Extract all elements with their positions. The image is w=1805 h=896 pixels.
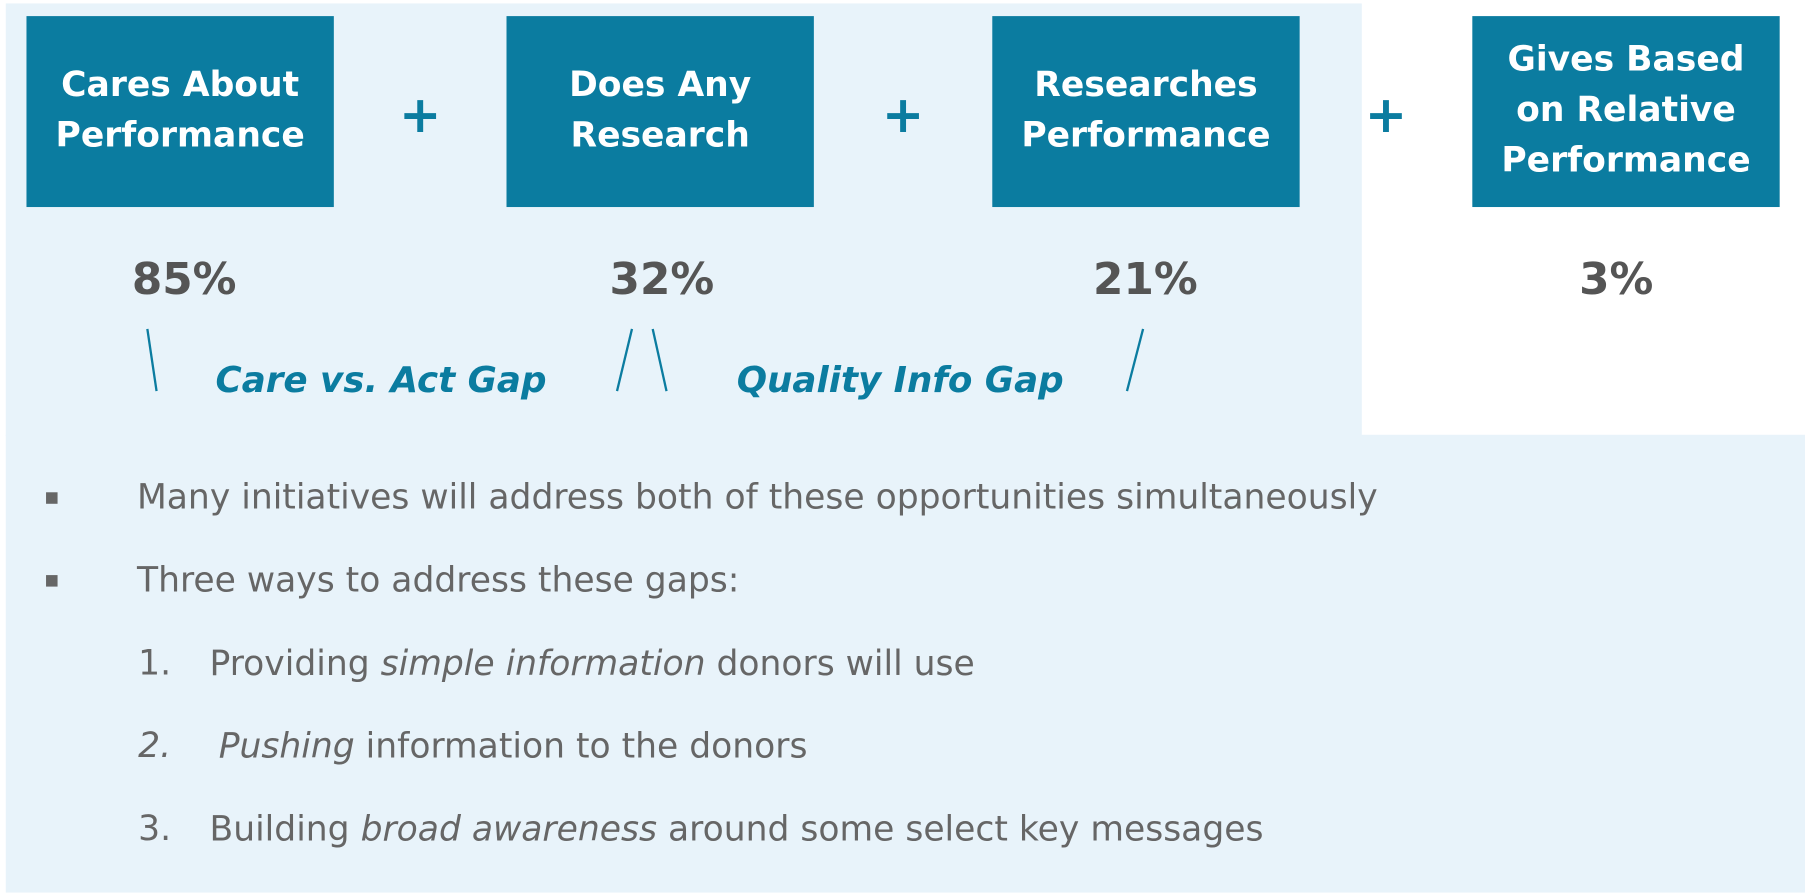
step-box: [506, 16, 814, 208]
step-label: Researches: [1034, 65, 1257, 105]
list-text-part: Providing: [210, 643, 381, 683]
list-text-part: Pushing: [219, 726, 355, 766]
list-marker: 3.: [138, 809, 171, 849]
bottom-panel: [5, 434, 1805, 893]
gap-bracket: [651, 328, 668, 392]
gap-label: Quality Info Gap: [737, 360, 1064, 401]
list-text-part: Building: [210, 809, 361, 849]
step-percent: 3%: [1579, 254, 1653, 305]
step-percent: 85%: [132, 254, 237, 305]
step-label: Performance: [1501, 141, 1750, 181]
step-percent: 32%: [610, 254, 715, 305]
step-box: [26, 16, 334, 208]
step-label: Cares About: [61, 65, 299, 105]
list-marker: 2.: [138, 726, 171, 766]
bullet-text: Many initiatives will address both of th…: [137, 478, 1378, 518]
step-label: Research: [570, 115, 749, 155]
gap-bracket: [1125, 328, 1145, 392]
step-box: [992, 16, 1300, 208]
list-text-part: information to the donors: [355, 726, 808, 766]
step-label: Performance: [56, 115, 305, 155]
step-percent: 21%: [1093, 254, 1198, 305]
list-text: Building broad awareness around some sel…: [210, 809, 1264, 849]
list-text-part: broad awareness: [361, 809, 657, 849]
plus-sign: +: [1365, 85, 1407, 144]
plus-sign: +: [882, 85, 924, 144]
gap-label: Care vs. Act Gap: [216, 360, 547, 401]
step-label: Performance: [1021, 115, 1270, 155]
list-text: Providing simple information donors will…: [210, 643, 975, 683]
step-label: Gives Based: [1508, 39, 1745, 79]
list-text-part: donors will use: [705, 643, 974, 683]
bullet-marker: [46, 575, 58, 587]
list-marker: 1.: [138, 643, 171, 683]
list-text-part: around some select key messages: [657, 809, 1264, 849]
bullet-marker: [46, 492, 58, 504]
step-label: Does Any: [569, 65, 751, 105]
bullet-text: Three ways to address these gaps:: [136, 561, 739, 601]
step-label: on Relative: [1516, 90, 1736, 130]
gap-bracket: [615, 328, 634, 392]
plus-sign: +: [399, 85, 441, 144]
list-text-part: simple information: [381, 643, 706, 683]
list-text: Pushing information to the donors: [219, 726, 808, 766]
step-box: [1472, 16, 1780, 208]
gap-bracket: [146, 328, 158, 392]
